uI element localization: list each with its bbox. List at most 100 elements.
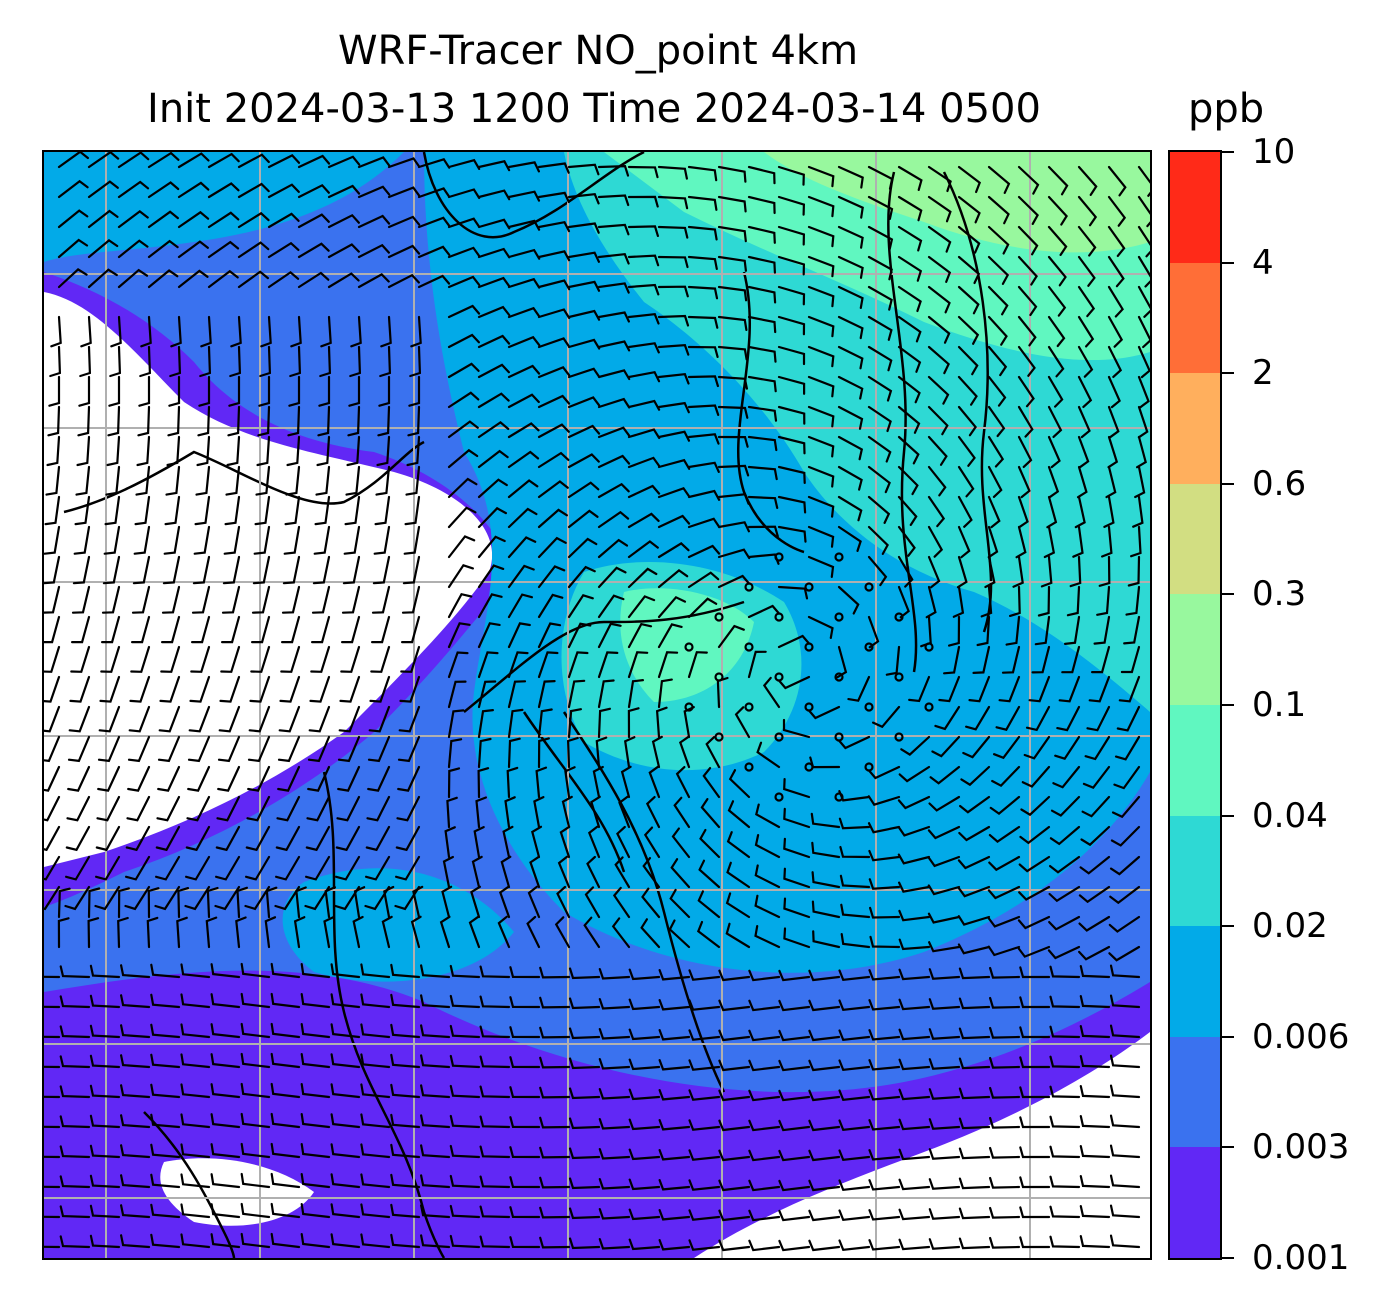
wind-barb [132, 555, 151, 585]
wind-barb [447, 158, 481, 170]
wind-barb [762, 676, 781, 709]
wind-barb [657, 195, 689, 210]
wind-barb [267, 241, 300, 259]
wind-barb [163, 525, 181, 555]
wind-barb [1047, 405, 1063, 438]
colorbar-band-0.003 [1170, 1036, 1220, 1148]
colorbar-tick-label: 0.02 [1252, 906, 1328, 947]
wind-barb [247, 735, 271, 763]
colorbar-tick-label: 4 [1252, 242, 1274, 283]
wind-barb [139, 345, 152, 378]
wind-barb [343, 525, 361, 555]
wind-barb [97, 735, 121, 763]
wind-barb [401, 615, 421, 644]
wind-barb [807, 165, 835, 188]
wind-barb [210, 1203, 241, 1219]
wind-barb [598, 1148, 631, 1160]
wind-barb [898, 909, 931, 922]
wind-barb [957, 405, 977, 437]
wind-barb [240, 992, 271, 1009]
wind-barb [717, 225, 747, 243]
wind-barb [117, 268, 149, 289]
wind-barb [1109, 1234, 1141, 1249]
wind-barb [275, 855, 301, 881]
wind-barb [300, 1022, 331, 1039]
wind-barb [1079, 1025, 1111, 1039]
wind-barb [867, 345, 893, 372]
wind-barb [507, 306, 541, 319]
wind-barb [614, 856, 631, 889]
wind-barb [807, 285, 835, 308]
wind-barb [177, 181, 210, 199]
wind-barb [777, 495, 807, 514]
wind-barb [987, 915, 1021, 928]
calm-circle [744, 642, 754, 652]
wind-barb [778, 1089, 811, 1102]
wind-barb [158, 705, 181, 733]
wind-barb [346, 435, 361, 467]
wind-barb [627, 165, 659, 179]
wind-barb [1066, 585, 1081, 617]
wind-barb [334, 885, 361, 911]
wind-barb [1077, 165, 1098, 196]
wind-barb [897, 345, 922, 373]
wind-barb [150, 963, 181, 979]
wind-barb [537, 680, 556, 709]
wind-barb [256, 435, 271, 467]
calm-circle [774, 732, 784, 742]
wind-barb [987, 495, 1001, 529]
wind-barb [808, 969, 841, 982]
wind-barb [360, 1173, 391, 1189]
wind-barb [782, 718, 811, 739]
wind-barb [727, 800, 751, 829]
wind-barb [507, 536, 537, 559]
wind-barb [306, 795, 331, 822]
wind-barb [180, 1203, 211, 1219]
wind-barb [584, 886, 601, 919]
colorbar-tick [1222, 1035, 1234, 1038]
wind-barb [1021, 765, 1051, 788]
wind-barb [623, 736, 636, 769]
wind-barb [566, 736, 579, 769]
wind-barb [74, 495, 91, 526]
wind-barb [1101, 525, 1113, 558]
wind-barb [101, 585, 121, 614]
wind-barb [97, 765, 121, 792]
wind-barb [998, 675, 1021, 703]
wind-barb [293, 916, 306, 949]
wind-barb [147, 269, 179, 289]
wind-barb [477, 218, 511, 230]
wind-barb [357, 156, 391, 169]
wind-barb [898, 998, 931, 1011]
wind-barb [254, 495, 271, 526]
wind-barb [957, 165, 982, 194]
wind-barb [177, 210, 210, 229]
wind-barb [587, 825, 601, 859]
wind-barb [717, 345, 748, 361]
wind-barb [705, 736, 721, 769]
wind-barb [120, 1234, 151, 1249]
wind-barb [207, 211, 240, 229]
wind-barb [471, 855, 483, 889]
wind-barb [1017, 495, 1029, 529]
wind-barb [898, 1058, 931, 1071]
colorbar-tick [1222, 261, 1234, 264]
wind-barb [184, 885, 211, 911]
wind-barb [245, 825, 271, 852]
wind-barb [251, 585, 271, 614]
wind-barb [778, 1209, 811, 1222]
wind-barb [807, 195, 835, 218]
wind-barb [191, 615, 211, 644]
wind-barb [718, 1089, 751, 1102]
wind-barb [1019, 1176, 1051, 1189]
gridlines [44, 152, 1150, 1258]
wind-barb [507, 277, 541, 289]
wind-barb [748, 1149, 781, 1162]
wind-barb [696, 920, 721, 949]
wind-barb [267, 212, 300, 229]
wind-barb [221, 615, 241, 644]
wind-barb [89, 1204, 121, 1219]
wind-barb [980, 585, 993, 618]
wind-barb [687, 285, 719, 300]
wind-barb [236, 886, 248, 919]
